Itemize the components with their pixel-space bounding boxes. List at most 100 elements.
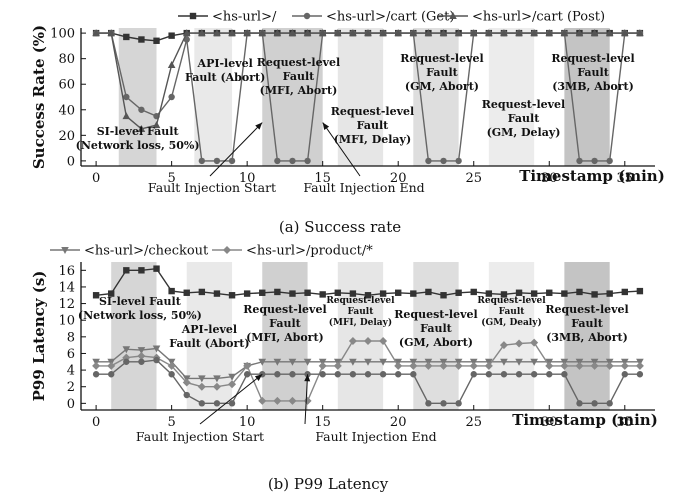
fault-band-label: (GM, Dealy) [481,317,541,328]
legend-marker [449,12,457,19]
fault-band-3 [262,28,323,166]
series-3-point [152,121,161,129]
series-3-point [454,29,463,37]
x-tick-label: 5 [167,415,175,430]
x-tick-label: 0 [92,415,100,430]
fault-band-label: Request-level [243,303,326,316]
series-2-point [289,157,296,165]
series-1-point [425,288,432,296]
fault-band-label: Fault [426,66,459,79]
y-axis-title: Success Rate (%) [30,25,48,169]
series-1-point [395,289,402,296]
series-3-point [318,361,327,370]
series-4-point [546,371,553,378]
series-1-point [485,290,493,297]
series-4-point [425,400,432,407]
fault-band-5 [413,262,459,410]
series-1-point [334,289,341,296]
series-3-point [167,361,176,370]
series-4-point [213,400,221,407]
series-3-point [590,29,599,37]
series-4-point [515,371,523,378]
series-3-point [364,29,372,37]
series-4-point [198,400,206,407]
fault-band-label: (GM, Abort) [405,80,479,93]
series-3-point [137,351,146,360]
series-2-point [440,157,447,165]
legend-label: <hs-url>/product/* [246,244,373,259]
series-3-point [288,396,297,405]
series-4-point [561,371,568,378]
annotation-label: Fault Injection End [315,429,436,444]
series-3-point [575,361,584,370]
series-2-point [576,157,583,165]
annotation-label: Fault Injection Start [136,429,264,444]
series-3-point [469,361,478,370]
series-3-point [182,378,191,387]
x-tick-label: 0 [92,171,100,186]
fault-band-label: Fault [508,112,541,125]
series-1-point [546,289,553,296]
series-3-point [545,29,554,37]
series-4-point [243,371,251,378]
series-4-point [500,371,508,378]
annotation-arrow [322,122,361,177]
series-3-point [212,382,221,391]
y-tick-label: 14 [58,280,75,295]
y-tick-label: 0 [67,154,75,169]
fault-band-label: (Network loss, 50%) [76,139,200,152]
series-2-point [228,373,236,381]
fault-band-5 [413,28,459,166]
series-2-point [198,157,206,165]
fault-band-label: Request-level [400,52,483,65]
series-1-point [455,289,462,296]
fault-band-label: Fault [357,119,390,132]
y-tick-label: 0 [67,397,75,412]
series-3-point [122,112,131,120]
series-2-point [288,358,297,366]
series-1-point [515,289,523,296]
x-tick-label: 15 [314,171,331,186]
y-tick-label: 8 [67,330,75,345]
fault-band-label: (MFI, Abort) [260,84,338,97]
series-4-point [606,400,613,407]
caption-success-rate: (a) Success rate [279,218,401,236]
series-3-point [485,29,493,37]
series-2-point [349,358,357,366]
fault-band-label: Fault [499,307,526,317]
fault-band-2 [186,262,233,410]
series-3-point [484,361,493,370]
annotation-arrowhead [304,374,311,382]
x-axis-title: Timestamp (min) [519,167,665,185]
fault-band-label: Fault [420,322,453,335]
legend-marker [303,12,311,20]
fault-band-label: Fault [577,66,610,79]
series-3-point [348,336,357,345]
series-3-point [228,380,237,389]
fault-band-label: (GM, Delay) [487,126,561,139]
series-2-point [152,345,161,353]
y-tick-label: 80 [58,52,75,67]
series-2-point [606,157,613,165]
series-4-point [576,400,583,407]
x-tick-label: 30 [541,171,558,186]
series-4-point [440,400,447,407]
series-2-point [213,157,221,165]
fault-band-label: Request-level [477,296,546,306]
series-4-point [455,400,462,407]
fault-band-label: (GM, Abort) [399,336,473,349]
series-3-point [258,396,267,405]
series-4-point [108,371,115,378]
series-1-point [289,290,296,297]
legend-marker [61,247,69,254]
fault-band-label: Fault [571,317,604,330]
annotation-arrow [304,374,309,425]
fault-band-label: Request-level [482,98,565,111]
series-4-point [334,371,341,378]
fault-band-label: (Network loss, 50%) [78,309,202,322]
series-1-point [304,289,311,296]
series-3-point [560,29,569,37]
y-tick-label: 10 [58,314,75,329]
series-4-point [274,371,281,378]
